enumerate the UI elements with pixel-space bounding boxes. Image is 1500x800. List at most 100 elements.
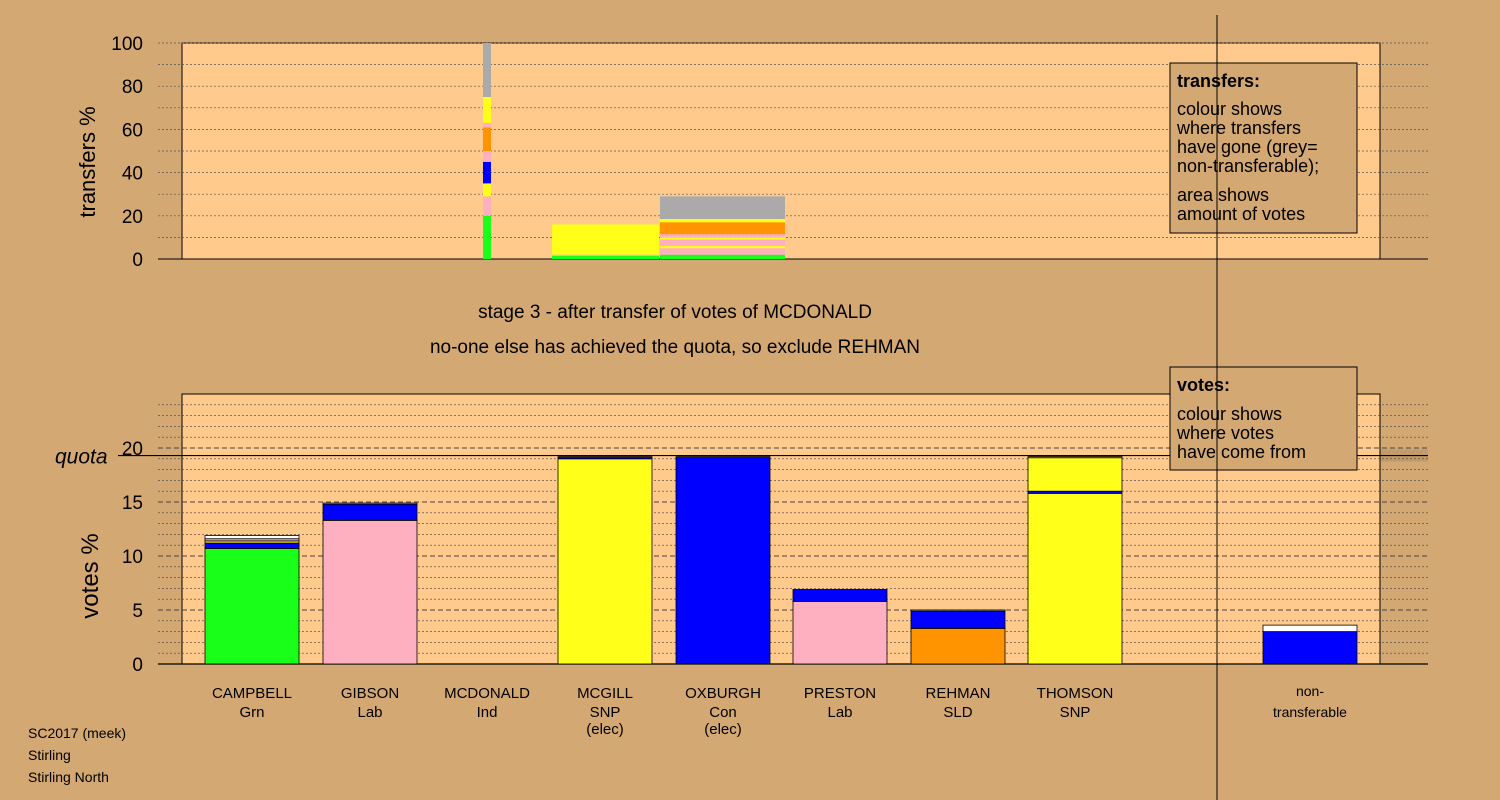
- vote-segment: [204, 542, 300, 549]
- candidate-party: SNP: [590, 704, 621, 721]
- transfer-segment: [552, 224, 659, 255]
- transfers-tick-label: 0: [132, 250, 143, 271]
- votes-tick-label: 20: [122, 439, 143, 460]
- vote-segment: [322, 519, 418, 665]
- footer-council: Stirling: [28, 747, 71, 763]
- transfers-y-label: transfers %: [75, 106, 100, 217]
- transfer-segment: [483, 122, 491, 128]
- votes-y-ticks: 0 5 10 15 20: [122, 439, 143, 676]
- vote-segment: [910, 627, 1006, 665]
- candidate-party: Ind: [477, 704, 498, 721]
- vote-bar-preston: [792, 589, 888, 665]
- transfer-segment: [483, 43, 491, 97]
- transfers-legend-line: area shows: [1177, 185, 1269, 205]
- transfer-segment: [483, 127, 491, 151]
- transfer-segment: [660, 196, 785, 220]
- transfers-legend-line: non-transferable);: [1177, 156, 1319, 176]
- quota-label: quota: [55, 446, 108, 469]
- transfer-segment: [660, 254, 785, 259]
- vote-segment: [792, 600, 888, 665]
- transfers-legend-title: transfers:: [1177, 71, 1260, 91]
- votes-legend-line: where votes: [1176, 423, 1274, 443]
- transfers-bars: [483, 43, 785, 259]
- transfer-segment: [660, 219, 785, 223]
- transfer-segment: [483, 196, 491, 216]
- transfers-legend-line: have gone (grey=: [1177, 137, 1318, 157]
- transfers-y-ticks: 0 20 40 60 80 100: [111, 34, 143, 271]
- vote-bar-mcgill: [557, 456, 653, 665]
- transfers-legend: transfers: colour shows where transfers …: [1169, 62, 1358, 234]
- votes-bars: [204, 456, 1358, 665]
- candidate-party: Lab: [827, 704, 852, 721]
- transfer-segment: [660, 239, 785, 247]
- candidate-name: GIBSON: [341, 685, 399, 702]
- transfer-segment: [660, 237, 785, 240]
- transfer-column-mcgill: [552, 224, 659, 259]
- votes-legend: votes: colour shows where votes have com…: [1169, 366, 1358, 471]
- votes-legend-title: votes:: [1177, 375, 1230, 395]
- vote-bar-rehman: [910, 609, 1006, 665]
- transfers-tick-label: 20: [122, 207, 143, 228]
- candidate-name: MCGILL: [577, 685, 633, 702]
- transfer-segment: [552, 255, 659, 259]
- transfers-tick-label: 80: [122, 77, 143, 98]
- vote-bar-campbell: [204, 535, 300, 665]
- stage-text: stage 3 - after transfer of votes of MCD…: [478, 302, 872, 323]
- votes-legend-line: have come from: [1177, 442, 1306, 462]
- vote-segment: [1027, 456, 1123, 459]
- candidate-party: SNP: [1060, 704, 1091, 721]
- candidate-name: REHMAN: [925, 685, 990, 702]
- votes-tick-label: 0: [132, 655, 143, 676]
- transfer-column-oxburgh: [660, 196, 785, 259]
- transfers-tick-label: 100: [111, 34, 143, 55]
- candidate-name: MCDONALD: [444, 685, 530, 702]
- vote-segment: [557, 456, 653, 460]
- candidate-party: SLD: [943, 704, 972, 721]
- votes-y-label: votes %: [77, 533, 104, 618]
- vote-segment: [204, 548, 300, 665]
- transfer-segment: [483, 97, 491, 123]
- candidate-name: OXBURGH: [685, 685, 761, 702]
- candidate-name: PRESTON: [804, 685, 876, 702]
- votes-tick-label: 15: [122, 493, 143, 514]
- transfer-segment: [483, 215, 491, 259]
- candidate-party: Con: [709, 704, 737, 721]
- transfer-segment: [660, 234, 785, 238]
- vote-segment: [910, 609, 1006, 612]
- vote-segment: [1027, 492, 1123, 665]
- transfer-segment: [483, 151, 491, 162]
- transfers-tick-label: 40: [122, 164, 143, 185]
- vote-bar-gibson: [322, 502, 418, 665]
- candidate-party: Grn: [239, 704, 264, 721]
- vote-segment: [910, 610, 1006, 629]
- candidate-status: (elec): [704, 721, 742, 738]
- candidate-status: (elec): [586, 721, 624, 738]
- vote-segment: [1262, 631, 1358, 665]
- transfer-segment: [483, 183, 491, 197]
- transfers-legend-line: amount of votes: [1177, 204, 1305, 224]
- transfer-segment: [660, 222, 785, 235]
- votes-tick-label: 10: [122, 547, 143, 568]
- non-transferable-label: transferable: [1273, 704, 1347, 720]
- candidate-labels: CAMPBELL Grn GIBSON Lab MCDONALD Ind MCGILL SNP…: [212, 683, 1347, 738]
- candidate-party: Lab: [357, 704, 382, 721]
- vote-segment: [792, 589, 888, 602]
- vote-segment: [1027, 457, 1123, 492]
- vote-segment: [557, 458, 653, 665]
- vote-bar-non-transferable: [1262, 624, 1358, 665]
- transfer-segment: [660, 248, 785, 255]
- transfer-segment: [483, 161, 491, 184]
- transfers-legend-line: where transfers: [1176, 118, 1301, 138]
- votes-legend-line: colour shows: [1177, 404, 1282, 424]
- transfers-grid: [158, 42, 1428, 260]
- votes-tick-label: 5: [132, 601, 143, 622]
- transfer-segment: [552, 254, 659, 256]
- transfers-legend-line: colour shows: [1177, 99, 1282, 119]
- candidate-name: CAMPBELL: [212, 685, 292, 702]
- transfer-column-mcdonald: [483, 43, 491, 259]
- vote-bar-oxburgh: [675, 456, 771, 665]
- vote-bar-thomson: [1027, 456, 1123, 665]
- vote-segment: [204, 535, 300, 540]
- vote-segment: [675, 456, 771, 665]
